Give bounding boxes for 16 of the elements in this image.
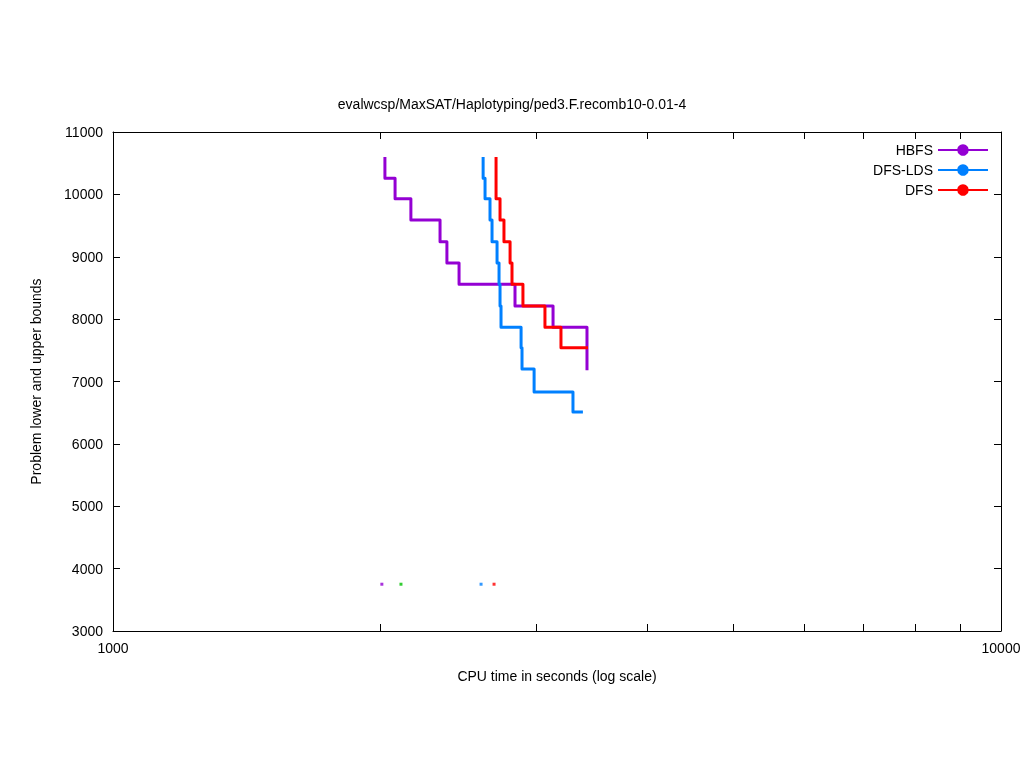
y-tick-label: 11000 xyxy=(65,124,104,140)
y-tick-label: 9000 xyxy=(71,248,104,265)
y-tick-label: 6000 xyxy=(71,435,104,452)
y-tick-label: 8000 xyxy=(71,311,104,328)
x-tick-label: 1000 xyxy=(97,640,129,656)
y-tick-label: 10000 xyxy=(64,186,104,203)
legend-label: DFS-LDS xyxy=(873,162,933,178)
y-axis-title: Problem lower and upper bounds xyxy=(28,278,44,485)
y-tick-label: 7000 xyxy=(71,373,104,390)
legend-label: DFS xyxy=(905,182,933,198)
legend-label: HBFS xyxy=(895,142,933,158)
y-tick-label: 4000 xyxy=(71,560,104,577)
chart-title: evalwcsp/MaxSAT/Haplotyping/ped3.F.recomb10-0.01-4 xyxy=(337,96,687,112)
x-axis-title: CPU time in seconds (log scale) xyxy=(457,668,657,684)
y-tick-label: 3000 xyxy=(71,623,104,639)
y-tick-label: 5000 xyxy=(71,498,104,515)
